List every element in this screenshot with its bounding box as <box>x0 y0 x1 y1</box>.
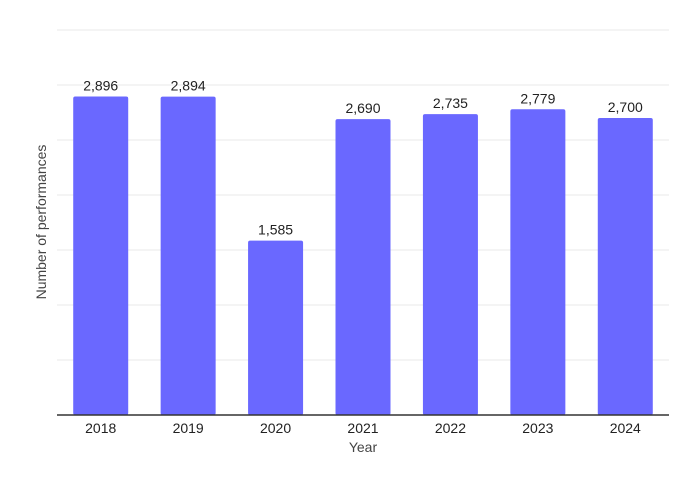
bar-2019 <box>160 96 216 415</box>
data-label-2024: 2,700 <box>608 99 643 115</box>
data-labels: 2,896 2,894 1,585 2,690 2,735 2,779 2,700 <box>83 77 643 237</box>
data-label-2020: 1,585 <box>258 222 293 238</box>
data-label-2018: 2,896 <box>83 77 118 93</box>
x-tick-2019: 2019 <box>173 420 204 436</box>
x-tick-2024: 2024 <box>610 420 641 436</box>
x-axis-title: Year <box>349 439 378 455</box>
x-tick-2020: 2020 <box>260 420 291 436</box>
data-label-2021: 2,690 <box>345 100 380 116</box>
x-tick-2021: 2021 <box>347 420 378 436</box>
data-label-2023: 2,779 <box>520 90 555 106</box>
bar-2020 <box>248 240 304 415</box>
bar-2021 <box>335 119 391 415</box>
bar-2023 <box>510 109 566 415</box>
data-label-2019: 2,894 <box>171 78 206 94</box>
x-tick-labels: 2018 2019 2020 2021 2022 2023 2024 <box>85 420 641 436</box>
x-tick-2023: 2023 <box>522 420 553 436</box>
x-tick-2018: 2018 <box>85 420 116 436</box>
data-label-2022: 2,735 <box>433 95 468 111</box>
bar-2022 <box>422 114 478 416</box>
bar-2024 <box>597 118 653 415</box>
bar-series <box>73 96 653 416</box>
x-tick-2022: 2022 <box>435 420 466 436</box>
bar-2018 <box>73 96 129 415</box>
y-axis-title: Number of performances <box>33 145 49 300</box>
